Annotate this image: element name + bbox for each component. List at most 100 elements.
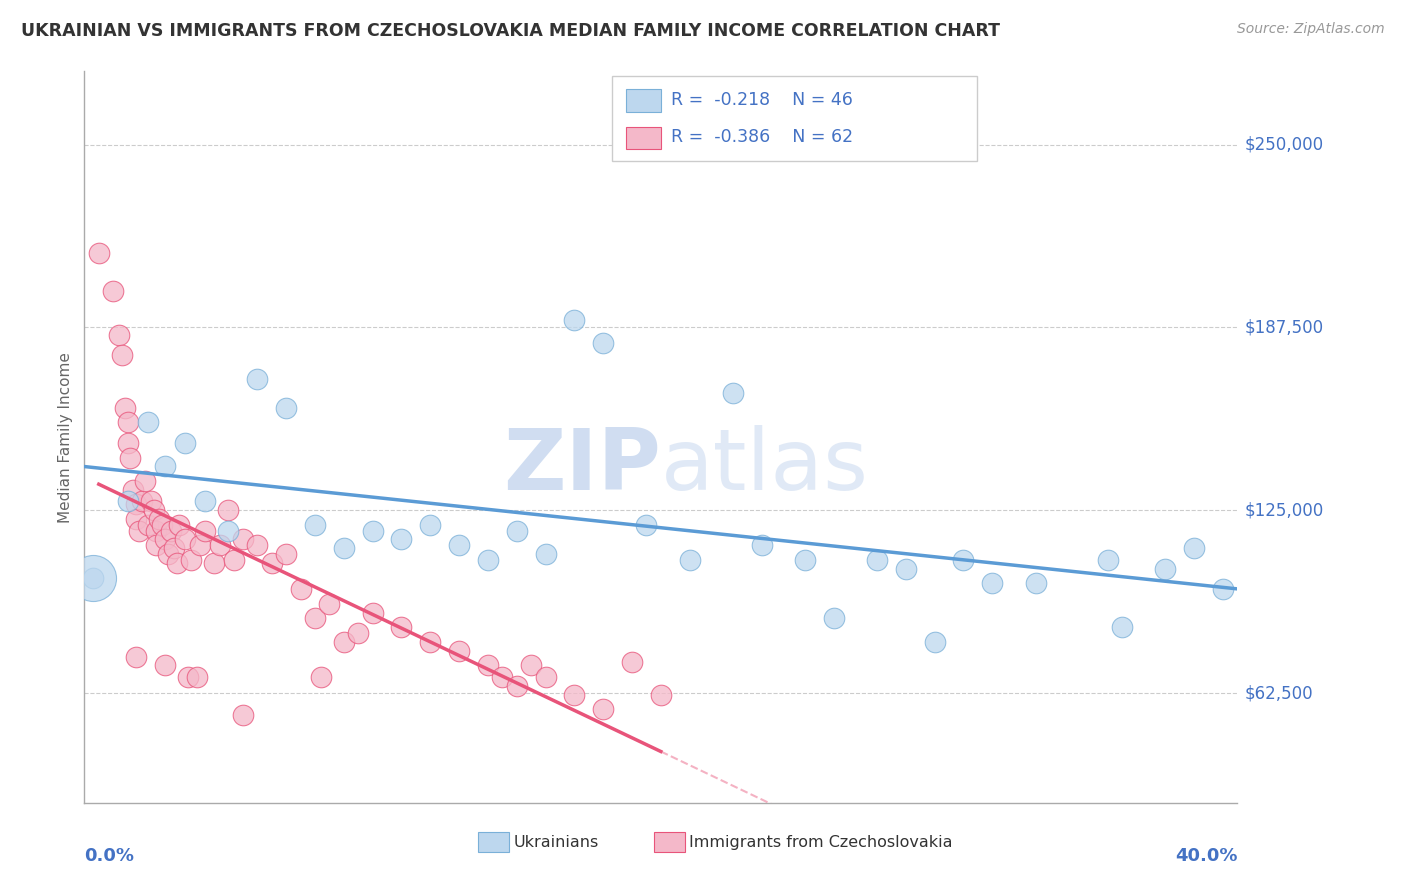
Point xyxy=(924,635,946,649)
Point xyxy=(520,658,543,673)
Point xyxy=(866,553,889,567)
Point xyxy=(1154,562,1177,576)
Y-axis label: Median Family Income: Median Family Income xyxy=(58,351,73,523)
Point xyxy=(134,474,156,488)
Point xyxy=(823,611,845,625)
Point xyxy=(1182,541,1205,556)
Point xyxy=(290,582,312,597)
Point xyxy=(361,606,384,620)
Point xyxy=(122,483,145,497)
Text: Immigrants from Czechoslovakia: Immigrants from Czechoslovakia xyxy=(689,835,952,849)
Point xyxy=(419,635,441,649)
Point xyxy=(246,371,269,385)
Point xyxy=(117,416,139,430)
Point xyxy=(217,503,239,517)
Point xyxy=(117,436,139,450)
Point xyxy=(156,547,179,561)
Point xyxy=(148,512,170,526)
Point xyxy=(177,670,200,684)
Point xyxy=(751,538,773,552)
Point xyxy=(145,538,167,552)
Point xyxy=(136,416,159,430)
Point xyxy=(125,649,148,664)
Text: $125,000: $125,000 xyxy=(1244,501,1323,519)
Text: Source: ZipAtlas.com: Source: ZipAtlas.com xyxy=(1237,22,1385,37)
Point xyxy=(678,553,700,567)
Text: UKRAINIAN VS IMMIGRANTS FROM CZECHOSLOVAKIA MEDIAN FAMILY INCOME CORRELATION CHA: UKRAINIAN VS IMMIGRANTS FROM CZECHOSLOVA… xyxy=(21,22,1000,40)
Point xyxy=(188,538,211,552)
Point xyxy=(562,313,585,327)
Point xyxy=(194,494,217,508)
Point xyxy=(1111,620,1133,634)
Point xyxy=(142,503,165,517)
Point xyxy=(128,524,150,538)
Text: Ukrainians: Ukrainians xyxy=(513,835,599,849)
Point xyxy=(981,576,1004,591)
Point xyxy=(202,556,225,570)
Point xyxy=(1097,553,1119,567)
Point xyxy=(260,556,283,570)
Point xyxy=(180,553,202,567)
Point xyxy=(153,459,176,474)
Point xyxy=(534,670,557,684)
Point xyxy=(217,524,239,538)
Point xyxy=(534,547,557,561)
Point xyxy=(82,570,104,584)
Point xyxy=(419,517,441,532)
Point xyxy=(125,497,148,511)
Point xyxy=(166,556,188,570)
Point xyxy=(117,494,139,508)
Point xyxy=(145,524,167,538)
Text: R =  -0.218    N = 46: R = -0.218 N = 46 xyxy=(671,91,852,109)
Text: atlas: atlas xyxy=(661,425,869,508)
Point xyxy=(332,541,354,556)
Point xyxy=(506,679,529,693)
Point xyxy=(332,635,354,649)
Point xyxy=(131,494,153,508)
Point xyxy=(592,336,614,351)
Point xyxy=(309,670,332,684)
Point xyxy=(224,553,246,567)
Text: ZIP: ZIP xyxy=(503,425,661,508)
Text: $62,500: $62,500 xyxy=(1244,684,1313,702)
Point xyxy=(562,688,585,702)
Point xyxy=(136,517,159,532)
Point xyxy=(139,494,162,508)
Point xyxy=(636,517,658,532)
Point xyxy=(174,533,197,547)
Point xyxy=(389,533,413,547)
Point xyxy=(304,517,326,532)
Point xyxy=(153,533,176,547)
Point xyxy=(160,524,183,538)
Point xyxy=(506,524,529,538)
Point xyxy=(721,386,744,401)
Point xyxy=(389,620,413,634)
Point xyxy=(894,562,917,576)
Point xyxy=(1212,582,1234,597)
Point xyxy=(186,670,208,684)
Text: $250,000: $250,000 xyxy=(1244,136,1323,153)
Point xyxy=(114,401,136,415)
Point xyxy=(150,517,173,532)
Point xyxy=(125,512,148,526)
Point xyxy=(108,327,131,342)
Point xyxy=(361,524,384,538)
Point xyxy=(163,541,186,556)
Point xyxy=(174,436,197,450)
Text: 40.0%: 40.0% xyxy=(1175,847,1237,864)
Point xyxy=(111,348,134,362)
Point xyxy=(592,702,614,716)
Point xyxy=(447,538,470,552)
Point xyxy=(274,401,298,415)
Point xyxy=(621,656,644,670)
Point xyxy=(491,670,513,684)
Point xyxy=(447,643,470,657)
Point xyxy=(120,450,142,465)
Point xyxy=(87,245,110,260)
Point xyxy=(246,538,269,552)
Text: 0.0%: 0.0% xyxy=(84,847,135,864)
Point xyxy=(650,688,672,702)
Point xyxy=(232,708,254,723)
Point xyxy=(194,524,217,538)
Point xyxy=(103,284,124,298)
